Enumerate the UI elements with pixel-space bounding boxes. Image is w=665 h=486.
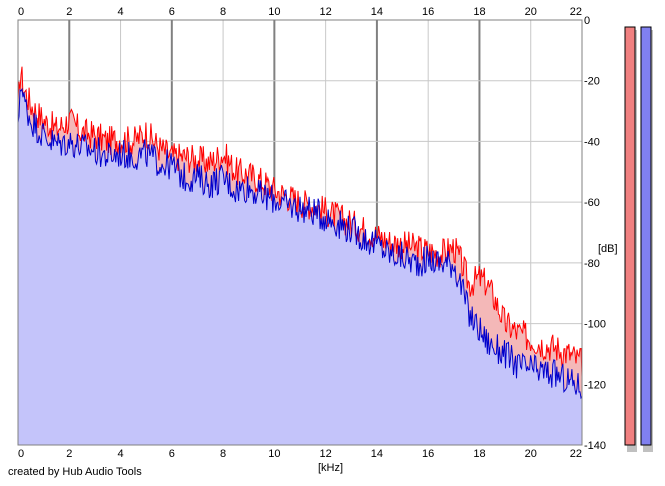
x-tick-label: 14 [371,6,383,18]
x-tick-label: 6 [169,448,175,460]
series-line [17,87,583,400]
y-tick-label: -120 [584,379,606,391]
y-tick-labels: 0 -20 -40 -60 -80 -100 -120 -140 [584,15,606,452]
x-tick-label: 0 [18,6,24,18]
y-tick-label: -140 [584,440,606,452]
y-tick-label: -20 [584,76,600,88]
y-axis-label: [dB] [598,243,618,255]
x-tick-label: 22 [570,6,582,18]
y-tick-label: -60 [584,197,600,209]
x-tick-label: 2 [66,6,72,18]
x-tick-label: 4 [117,6,123,18]
x-tick-label: 14 [371,448,383,460]
level-meter-fill [641,27,651,445]
credit-text: created by Hub Audio Tools [8,466,142,478]
plot-frame [17,19,583,446]
x-tick-label: 10 [268,6,280,18]
x-tick-label: 4 [117,448,123,460]
x-tick-label: 8 [220,448,226,460]
series-lines [17,66,583,400]
x-axis-label: [kHz] [318,462,343,474]
x-tick-labels-top: 0 2 4 6 8 10 12 14 16 18 20 22 [18,6,582,18]
series-line [17,66,583,377]
y-tick-label: -40 [584,136,600,148]
x-tick-label: 12 [320,448,332,460]
series-fills [18,66,582,445]
y-tick-label: -100 [584,319,606,331]
x-tick-label: 8 [220,6,226,18]
x-tick-label: 6 [169,6,175,18]
x-tick-label: 0 [18,448,24,460]
x-tick-labels-bottom: 0 2 4 6 8 10 12 14 16 18 20 22 [18,448,582,460]
x-tick-label: 18 [473,6,485,18]
y-tick-label: -80 [584,258,600,270]
x-tick-label: 10 [268,448,280,460]
x-tick-label: 20 [525,448,537,460]
y-tick-label: 0 [584,15,590,27]
level-meters [624,26,653,452]
x-tick-label: 12 [320,6,332,18]
x-tick-label: 22 [570,448,582,460]
x-tick-label: 16 [422,6,434,18]
x-tick-label: 20 [525,6,537,18]
x-tick-label: 2 [66,448,72,460]
x-tick-label: 18 [473,448,485,460]
x-tick-label: 16 [422,448,434,460]
series-fill [18,89,582,445]
level-meter-fill [625,27,635,445]
